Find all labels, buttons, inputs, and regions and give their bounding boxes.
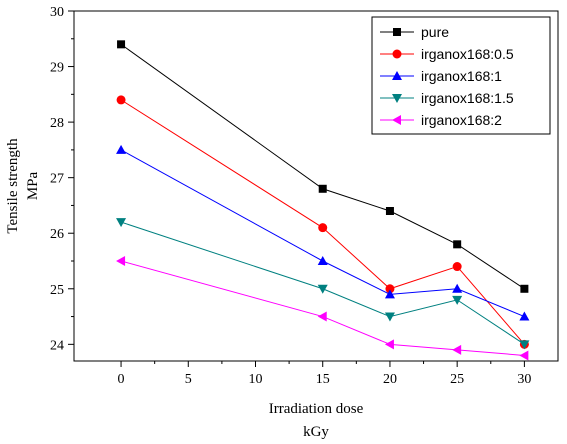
data-point — [117, 40, 126, 49]
data-point — [384, 339, 394, 350]
data-point — [519, 311, 530, 321]
y-tick-label: 27 — [50, 172, 64, 187]
data-point — [452, 262, 462, 272]
data-point — [318, 223, 328, 233]
y-tick-label: 24 — [50, 338, 64, 353]
data-point — [385, 207, 394, 215]
data-point — [317, 256, 328, 265]
y-tick-label: 30 — [50, 5, 64, 20]
x-tick-label: 0 — [118, 372, 125, 387]
y-axis-title-line2: MPa — [25, 171, 41, 200]
data-point — [452, 283, 463, 293]
legend-marker — [392, 71, 402, 80]
legend-marker — [392, 49, 402, 59]
legend-marker — [392, 94, 402, 103]
legend: pure irganox168:0.5 irganox168:1 irganox168… — [371, 16, 551, 135]
y-tick-label: 25 — [50, 283, 64, 298]
x-tick-label: 30 — [517, 372, 531, 387]
x-axis-ticks: 0 5 10 15 20 25 30 — [118, 361, 531, 387]
y-tick-label: 26 — [50, 227, 64, 242]
x-tick-label: 10 — [249, 372, 263, 387]
y-axis-ticks: 24 25 26 27 28 29 30 — [50, 5, 74, 353]
series-layer — [116, 40, 530, 361]
data-point — [385, 284, 395, 294]
legend-label: irganox168:1 — [421, 68, 502, 84]
data-point — [317, 311, 327, 322]
x-tick-label: 5 — [185, 372, 192, 387]
data-point — [453, 240, 462, 249]
y-axis-title-line1: Tensile strength — [5, 138, 21, 234]
data-point — [116, 144, 127, 154]
x-axis-title-line1: Irradiation dose — [269, 401, 364, 417]
data-point — [519, 350, 529, 361]
data-point — [116, 95, 126, 105]
legend-label: pure — [421, 24, 449, 40]
data-point — [384, 312, 395, 322]
legend-label: irganox168:0.5 — [421, 46, 514, 62]
y-tick-label: 28 — [50, 116, 64, 131]
x-tick-label: 20 — [383, 372, 397, 387]
data-point — [519, 340, 530, 350]
y-tick-label: 29 — [50, 61, 64, 76]
data-point — [384, 289, 395, 299]
data-point — [452, 344, 462, 355]
data-point — [452, 295, 463, 305]
data-point — [116, 218, 127, 228]
legend-label: irganox168:2 — [421, 112, 502, 128]
x-tick-label: 25 — [450, 372, 464, 387]
legend-label: irganox168:1.5 — [421, 90, 514, 106]
data-point — [317, 284, 328, 294]
legend-marker — [392, 115, 401, 125]
data-point — [520, 284, 529, 293]
x-tick-label: 15 — [316, 372, 330, 387]
legend-marker — [393, 28, 401, 36]
data-point — [116, 256, 126, 266]
data-point — [318, 184, 327, 193]
x-axis-title-line2: kGy — [303, 424, 329, 440]
